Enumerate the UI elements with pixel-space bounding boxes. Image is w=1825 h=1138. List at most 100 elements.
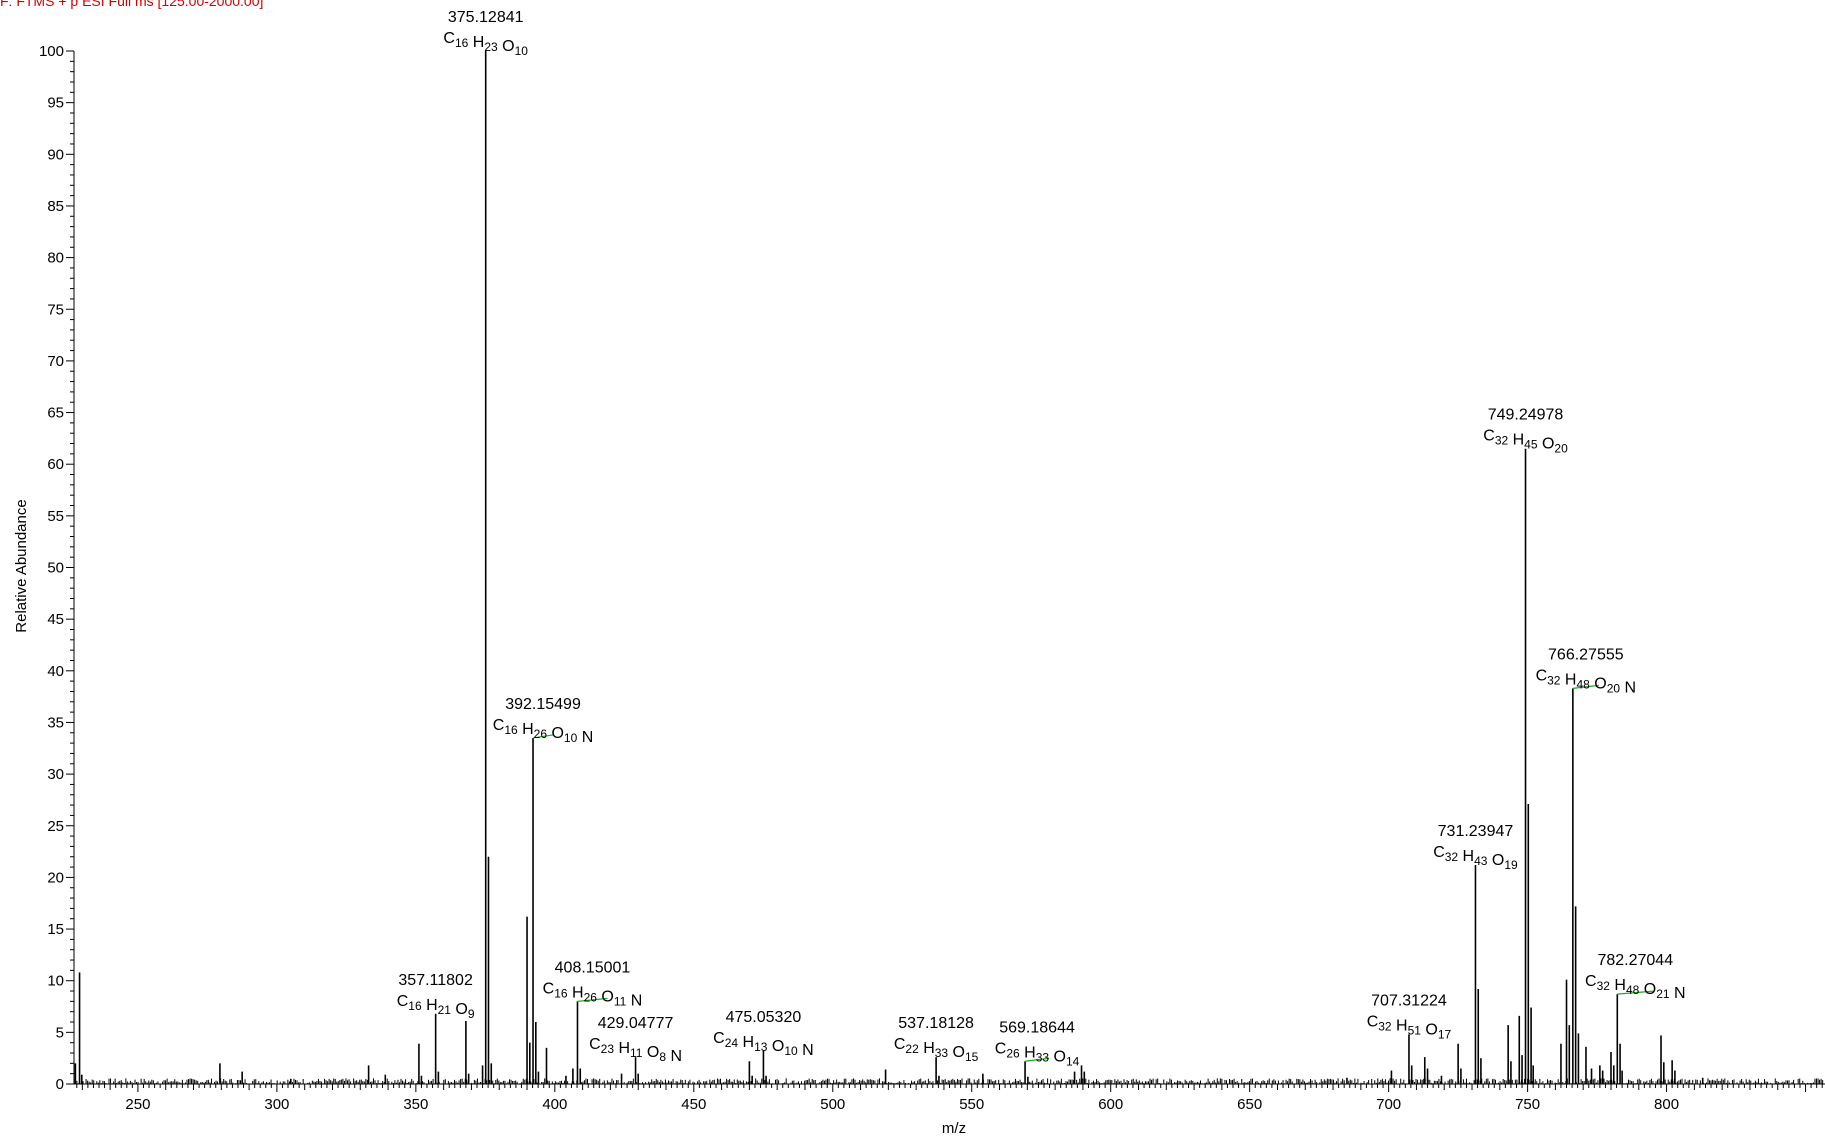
peak-mass-label: 782.27044 xyxy=(1597,952,1673,969)
y-tick-label: 25 xyxy=(47,818,64,835)
peak-mass-label: 766.27555 xyxy=(1548,646,1624,663)
y-tick-label: 70 xyxy=(47,353,64,370)
formula-element: C xyxy=(443,30,455,47)
peak-formula-label: C16 H23 O10 xyxy=(443,30,528,58)
peak-label-leader xyxy=(577,997,608,1002)
formula-element: O xyxy=(547,725,564,742)
formula-element: C xyxy=(493,717,505,734)
formula-count: 17 xyxy=(1438,1027,1452,1041)
formula-element: C xyxy=(894,1036,906,1053)
formula-element: O xyxy=(642,1044,659,1061)
formula-count: 16 xyxy=(408,999,422,1013)
formula-count: 32 xyxy=(1378,1019,1392,1033)
formula-count: 21 xyxy=(438,1003,452,1017)
peak-mass-label: 357.11802 xyxy=(398,972,473,989)
y-tick-label: 20 xyxy=(47,869,64,886)
peak-formula-label: C16 H21 O9 xyxy=(397,993,475,1021)
formula-count: 26 xyxy=(534,727,548,741)
formula-element: C xyxy=(1367,1013,1379,1030)
peak-formula-label: C24 H13 O10 N xyxy=(713,1030,814,1059)
formula-element: C xyxy=(1585,973,1597,990)
formula-element: C xyxy=(995,1040,1007,1057)
x-tick-label: 350 xyxy=(403,1096,428,1113)
y-tick-label: 75 xyxy=(47,301,64,318)
x-tick-label: 250 xyxy=(125,1096,150,1113)
formula-element: C xyxy=(589,1036,601,1053)
formula-element: O xyxy=(451,1001,468,1018)
formula-count: 16 xyxy=(455,36,469,50)
y-tick-label: 30 xyxy=(47,766,64,783)
formula-element: H xyxy=(1610,977,1626,994)
formula-count: 16 xyxy=(504,723,518,737)
peak-formula-label: C22 H33 O15 xyxy=(894,1036,979,1064)
x-axis-label: m/z xyxy=(942,1120,966,1137)
formula-element: O xyxy=(1487,852,1504,869)
peak-mass-label: 569.18644 xyxy=(999,1019,1075,1036)
y-tick-label: 90 xyxy=(47,146,64,163)
peak-formula-label: C16 H26 O11 N xyxy=(543,980,643,1009)
peak-formula-label: C16 H26 O10 N xyxy=(493,717,594,746)
y-tick-label: 0 xyxy=(56,1076,64,1093)
formula-element: O xyxy=(498,38,515,55)
formula-count: 10 xyxy=(515,44,529,58)
formula-element: H xyxy=(738,1034,754,1051)
peak-formula-label: C32 H43 O19 xyxy=(1433,844,1518,872)
formula-count: 43 xyxy=(1474,854,1488,868)
y-tick-label: 5 xyxy=(56,1024,64,1041)
y-tick-label: 15 xyxy=(47,921,64,938)
formula-count: 19 xyxy=(1504,858,1518,872)
formula-element: C xyxy=(397,993,409,1010)
peak-formula-label: C32 H48 O20 N xyxy=(1536,667,1637,696)
x-tick-label: 750 xyxy=(1515,1096,1540,1113)
formula-element: N xyxy=(666,1048,682,1065)
formula-element: H xyxy=(468,34,484,51)
formula-element: C xyxy=(1483,428,1495,445)
y-tick-label: 85 xyxy=(47,198,64,215)
peak-formula-label: C26 H33 O14 xyxy=(995,1040,1080,1068)
formula-count: 11 xyxy=(630,1046,643,1060)
y-tick-label: 80 xyxy=(47,250,64,267)
peak-formula-label: C23 H11 O8 N xyxy=(589,1036,682,1065)
y-tick-label: 100 xyxy=(39,43,64,60)
formula-element: H xyxy=(568,984,584,1001)
formula-element: O xyxy=(767,1038,784,1055)
formula-element: N xyxy=(1670,985,1686,1002)
formula-count: 9 xyxy=(468,1007,475,1021)
formula-element: C xyxy=(713,1030,725,1047)
formula-count: 32 xyxy=(1445,850,1459,864)
peak-mass-label: 707.31224 xyxy=(1371,992,1447,1009)
y-tick-label: 95 xyxy=(47,95,64,112)
peak-mass-label: 537.18128 xyxy=(898,1015,974,1032)
formula-count: 21 xyxy=(1656,987,1670,1001)
y-axis-label: Relative Abundance xyxy=(13,499,30,632)
x-tick-label: 650 xyxy=(1237,1096,1262,1113)
formula-element: O xyxy=(1639,981,1656,998)
formula-count: 15 xyxy=(965,1050,979,1064)
formula-element: N xyxy=(626,992,642,1009)
x-tick-label: 500 xyxy=(820,1096,845,1113)
y-tick-label: 65 xyxy=(47,405,64,422)
formula-count: 10 xyxy=(564,731,578,745)
formula-element: H xyxy=(1020,1044,1036,1061)
peak-mass-label: 749.24978 xyxy=(1488,407,1564,424)
formula-count: 23 xyxy=(484,40,498,54)
x-tick-label: 450 xyxy=(681,1096,706,1113)
x-tick-label: 400 xyxy=(542,1096,567,1113)
formula-count: 14 xyxy=(1066,1054,1080,1068)
formula-count: 32 xyxy=(1495,434,1509,448)
formula-count: 33 xyxy=(1036,1050,1050,1064)
formula-element: N xyxy=(577,729,593,746)
y-tick-label: 50 xyxy=(47,560,64,577)
x-tick-label: 550 xyxy=(959,1096,984,1113)
formula-count: 26 xyxy=(1006,1046,1020,1060)
peak-label-leader xyxy=(1024,1057,1050,1062)
formula-element: N xyxy=(1620,679,1636,696)
formula-count: 33 xyxy=(935,1046,949,1060)
formula-element: H xyxy=(614,1040,630,1057)
peak-label-leader xyxy=(1572,684,1599,689)
peak-mass-label: 731.23947 xyxy=(1438,823,1514,840)
formula-count: 13 xyxy=(754,1040,768,1054)
formula-element: O xyxy=(1421,1021,1438,1038)
